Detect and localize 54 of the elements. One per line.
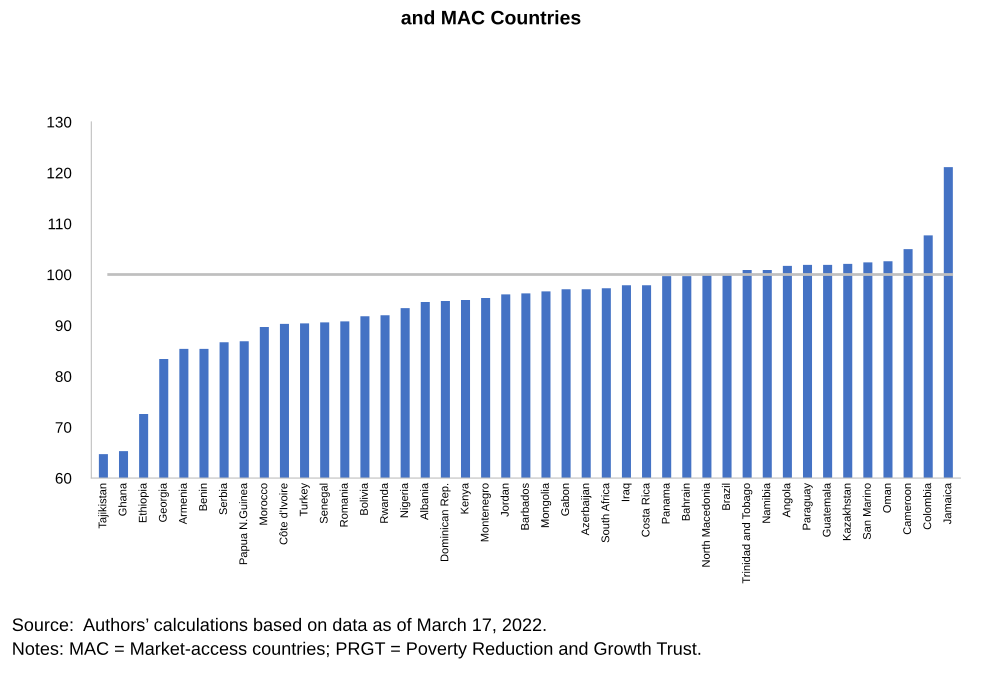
y-tick-label: 90 (56, 320, 72, 332)
x-tick-label: Ethiopia (138, 482, 149, 522)
x-tick-label: Dominican Rep. (440, 484, 451, 562)
x-tick-label: Kenya (460, 482, 471, 514)
x-tick-label: Georgia (158, 482, 169, 522)
source-note: Source: Authors’ calculations based on data as of March 17, 2022. (12, 618, 546, 634)
x-tick-label: Colombia (923, 482, 932, 530)
x-tick-label: Brazil (722, 484, 730, 510)
x-tick-label: Serbia (218, 482, 228, 515)
y-tick-label: 130 (48, 116, 72, 128)
x-tick-label: Benin (198, 484, 207, 510)
x-tick-label: Barbados (520, 483, 529, 530)
x-tick-label: Ghana (118, 482, 126, 516)
x-tick-label: Mongolia (540, 482, 552, 528)
y-tick-label: 100 (48, 269, 72, 280)
x-tick-label: Cameroon (903, 484, 912, 534)
y-tick-label: 70 (56, 422, 72, 433)
x-tick-label: Jamaica (943, 482, 952, 524)
x-tick-label: Armenia (178, 482, 187, 524)
x-tick-label: Gabon (560, 484, 570, 516)
x-tick-label: Iraq (622, 484, 632, 502)
y-tick-label: 120 (48, 168, 72, 178)
y-tick-label: 80 (56, 371, 72, 382)
text: Notes: MAC = Market-access countries; PRGT = Poverty Reduction and Growth Trust. (13, 642, 700, 659)
x-tick-label: Bahrain (682, 484, 690, 520)
x-tick-label: Costa Rica (641, 482, 650, 537)
x-tick-label: Panama (662, 482, 670, 524)
y-tick-label: 110 (48, 218, 72, 230)
x-tick-label: South Africa (601, 482, 610, 542)
x-tick-label: Tajikistan (98, 484, 109, 528)
x-tick-label: Bolivia (360, 482, 368, 515)
x-tick-label: Namibia (762, 482, 770, 523)
x-tick-label: North Macedonia (702, 482, 710, 567)
x-tick-label: Paraguay (802, 482, 813, 530)
x-tick-label: Côte d'Ivoire (279, 483, 288, 544)
x-tick-label: Papua N.Guinea (239, 482, 250, 564)
x-tick-label: Oman (883, 484, 891, 513)
x-tick-label: Nigeria (400, 482, 410, 518)
x-tick-label: Turkey (299, 482, 310, 516)
chart-title: and MAC Countries (401, 10, 580, 24)
x-tick-label: Kazakhstan (842, 484, 851, 540)
x-tick-label: Angola (782, 482, 793, 518)
x-tick-label: Azerbaijan (581, 484, 592, 536)
x-tick-label: Jordan (500, 484, 509, 517)
y-tick-label: 60 (56, 472, 72, 484)
x-tick-label: Albania (420, 482, 428, 520)
x-tick-label: Montenegro (480, 483, 491, 542)
x-tick-label: Guatemala (822, 482, 831, 537)
x-tick-label: Trinidad and Tobago (742, 483, 752, 584)
x-tick-label: San Marino (862, 483, 871, 540)
x-tick-label: Morocco (260, 483, 268, 525)
x-tick-label: Rwanda (380, 482, 388, 523)
x-tick-label: Senegal (320, 484, 330, 524)
x-tick-label: Romania (340, 482, 348, 526)
